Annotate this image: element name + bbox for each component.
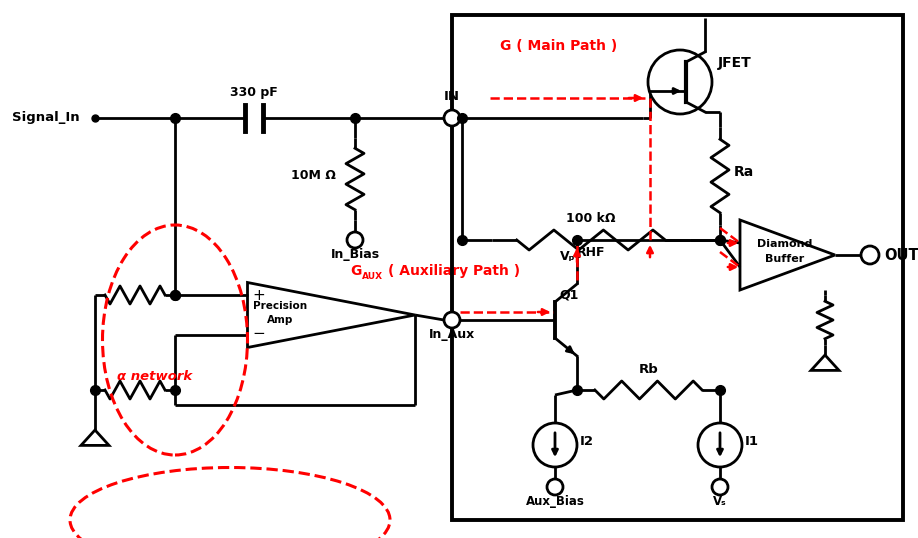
Circle shape: [712, 479, 728, 495]
Text: Rb: Rb: [639, 363, 658, 376]
Text: JFET: JFET: [718, 56, 752, 70]
Text: Ra: Ra: [734, 165, 755, 179]
Text: 10M Ω: 10M Ω: [291, 169, 335, 182]
Circle shape: [533, 423, 577, 467]
Circle shape: [648, 50, 712, 114]
Text: G: G: [350, 264, 362, 278]
Text: Buffer: Buffer: [766, 254, 804, 264]
Text: In_Bias: In_Bias: [330, 248, 379, 261]
Text: Diamond: Diamond: [757, 239, 812, 249]
Circle shape: [347, 232, 363, 248]
Text: IN: IN: [444, 90, 460, 103]
Circle shape: [861, 246, 879, 264]
Text: −: −: [252, 327, 265, 342]
Text: In_Aux: In_Aux: [429, 328, 476, 341]
Text: AUX: AUX: [362, 272, 383, 281]
Text: I1: I1: [745, 435, 759, 448]
Text: ( Auxiliary Path ): ( Auxiliary Path ): [388, 264, 521, 278]
Text: Vₛ: Vₛ: [713, 495, 727, 508]
Text: Vₚ₊: Vₚ₊: [560, 250, 582, 263]
Text: 330 pF: 330 pF: [230, 86, 278, 99]
Circle shape: [444, 110, 460, 126]
Text: 100 kΩ: 100 kΩ: [566, 212, 616, 225]
Text: +: +: [252, 288, 265, 303]
Bar: [452, 15, 903, 520]
Circle shape: [547, 479, 563, 495]
Text: I2: I2: [580, 435, 594, 448]
Text: Signal_In: Signal_In: [12, 111, 80, 124]
Text: RHF: RHF: [577, 246, 605, 259]
Text: Amp: Amp: [267, 315, 293, 325]
Text: OUT: OUT: [884, 247, 918, 263]
Text: α network: α network: [118, 370, 193, 383]
Circle shape: [698, 423, 742, 467]
Text: Q1: Q1: [559, 288, 578, 301]
Text: Aux_Bias: Aux_Bias: [526, 495, 585, 508]
Text: G ( Main Path ): G ( Main Path ): [500, 39, 617, 53]
Text: Precision: Precision: [253, 301, 307, 311]
Circle shape: [444, 312, 460, 328]
